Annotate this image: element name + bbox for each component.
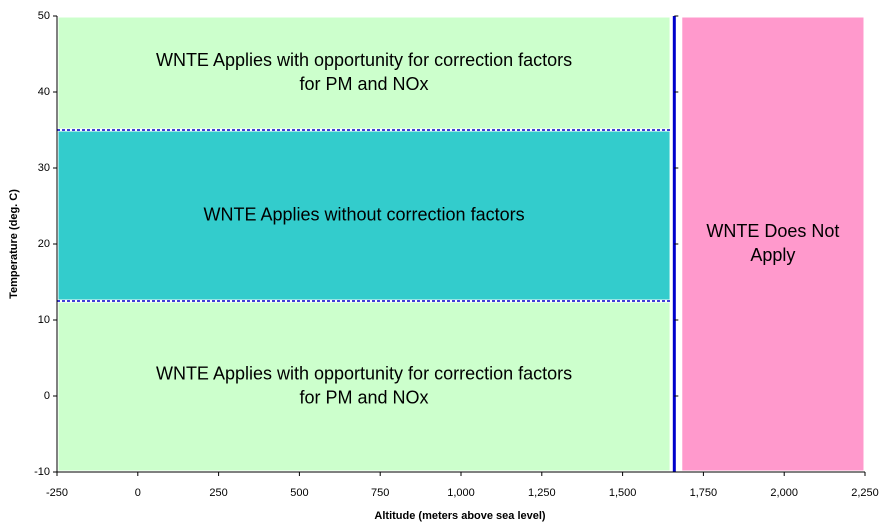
y-tick-label: 0 — [44, 390, 50, 402]
region-label: WNTE Applies without correction factors — [203, 204, 524, 224]
region-label: WNTE Does Not — [706, 221, 839, 241]
region-label: WNTE Applies with opportunity for correc… — [156, 363, 572, 383]
x-tick-label: 1,250 — [528, 487, 556, 499]
region — [679, 14, 867, 474]
x-tick-label: 0 — [135, 487, 141, 499]
region — [55, 14, 673, 132]
x-tick-label: 1,500 — [609, 487, 637, 499]
y-tick-label: 10 — [38, 314, 50, 326]
region — [55, 299, 673, 474]
y-tick-label: 40 — [38, 86, 50, 98]
y-axis-title: Temperature (deg. C) — [8, 189, 20, 299]
x-tick-label: 2,250 — [851, 487, 879, 499]
x-axis-title: Altitude (meters above sea level) — [374, 510, 546, 522]
region-label: WNTE Applies with opportunity for correc… — [156, 50, 572, 70]
y-tick-label: 30 — [38, 162, 50, 174]
region-label: for PM and NOx — [300, 387, 429, 407]
x-tick-label: 2,000 — [770, 487, 798, 499]
region-label: Apply — [750, 245, 795, 265]
x-tick-label: 250 — [209, 487, 227, 499]
x-tick-label: -250 — [46, 487, 68, 499]
region-label: for PM and NOx — [300, 74, 429, 94]
y-tick-label: -10 — [34, 466, 50, 478]
x-tick-label: 1,750 — [690, 487, 718, 499]
x-tick-label: 1,000 — [447, 487, 475, 499]
y-tick-label: 50 — [38, 10, 50, 22]
x-tick-label: 500 — [290, 487, 308, 499]
x-tick-label: 750 — [371, 487, 389, 499]
y-tick-label: 20 — [38, 238, 50, 250]
